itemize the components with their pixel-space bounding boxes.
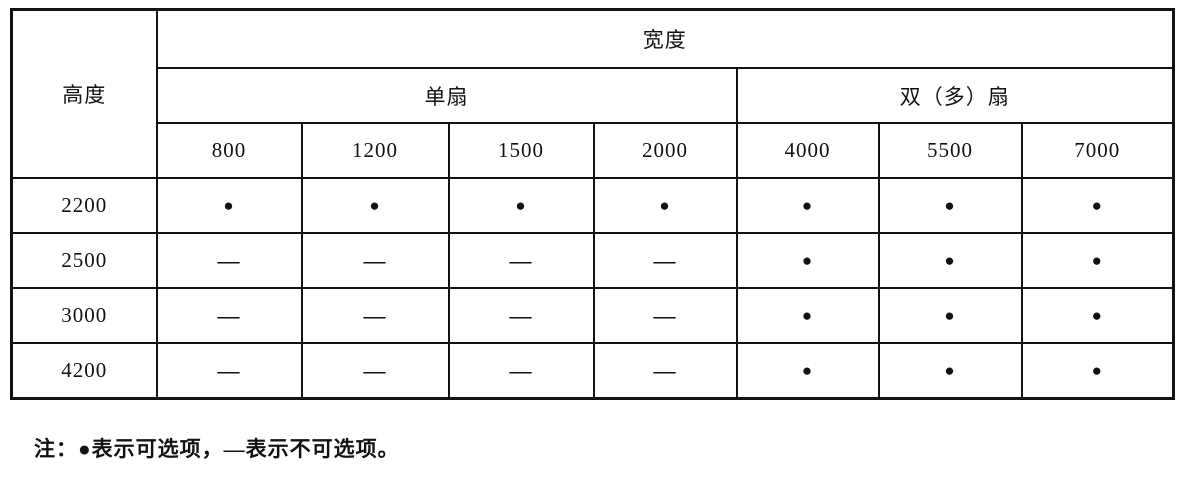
width-value-header: 7000 (1020, 122, 1175, 179)
unavailable-dash: — (155, 232, 303, 289)
unavailable-dash: — (155, 342, 303, 400)
table-row: 2200 ● ● ● ● ● ● ● (10, 177, 1175, 234)
available-dot: ● (877, 342, 1023, 400)
width-value-header: 800 (155, 122, 303, 179)
width-value-header: 2000 (592, 122, 738, 179)
available-dot: ● (877, 287, 1023, 344)
unavailable-dash: — (155, 287, 303, 344)
height-value: 4200 (10, 342, 158, 400)
available-dot: ● (735, 342, 880, 400)
table-row: 2500— — — — ● ● ● (10, 232, 1175, 289)
header-row-width: 高度 宽度 (10, 8, 1175, 179)
available-dot: ● (447, 177, 595, 234)
legend-note: 注：●表示可选项，—表示不可选项。 (34, 437, 400, 461)
available-dot: ● (735, 287, 880, 344)
unavailable-dash: — (592, 232, 738, 289)
header-row-width-values: 800 1200 1500 2000 4000 5500 7000 (12, 122, 1175, 179)
unavailable-dash: — (447, 342, 595, 400)
width-header: 宽度 (155, 8, 1175, 69)
available-dot: ● (155, 177, 303, 234)
width-value-header: 4000 (735, 122, 880, 179)
width-value-header: 1500 (447, 122, 595, 179)
height-value: 3000 (10, 287, 158, 344)
available-dot: ● (1020, 232, 1175, 289)
table-row: 3000— — — — ● ● ● (10, 287, 1175, 344)
table-row: 4200— — — — ● ● ● (10, 342, 1175, 400)
unavailable-dash: — (592, 287, 738, 344)
unavailable-dash: — (447, 232, 595, 289)
available-dot: ● (1020, 287, 1175, 344)
unavailable-dash: — (300, 342, 450, 400)
width-value-header: 5500 (877, 122, 1023, 179)
available-dot: ● (735, 177, 880, 234)
header-row-groups: 单扇 双（多）扇 (12, 67, 1175, 124)
group-header-double-leaf: 双（多）扇 (735, 67, 1175, 124)
unavailable-dash: — (447, 287, 595, 344)
available-dot: ● (1020, 342, 1175, 400)
height-column-header: 高度 (10, 8, 158, 179)
available-dot: ● (592, 177, 738, 234)
unavailable-dash: — (592, 342, 738, 400)
height-value: 2200 (10, 177, 158, 234)
available-dot: ● (300, 177, 450, 234)
available-dot: ● (735, 232, 880, 289)
available-dot: ● (1020, 177, 1175, 234)
height-value: 2500 (10, 232, 158, 289)
available-dot: ● (877, 177, 1023, 234)
unavailable-dash: — (300, 287, 450, 344)
width-value-header: 1200 (300, 122, 450, 179)
door-size-availability-table: 高度 宽度 单扇 双（多）扇 800 1200 1500 2000 4000 5500 70… (10, 8, 1176, 400)
group-header-single-leaf: 单扇 (155, 67, 738, 124)
unavailable-dash: — (300, 232, 450, 289)
available-dot: ● (877, 232, 1023, 289)
